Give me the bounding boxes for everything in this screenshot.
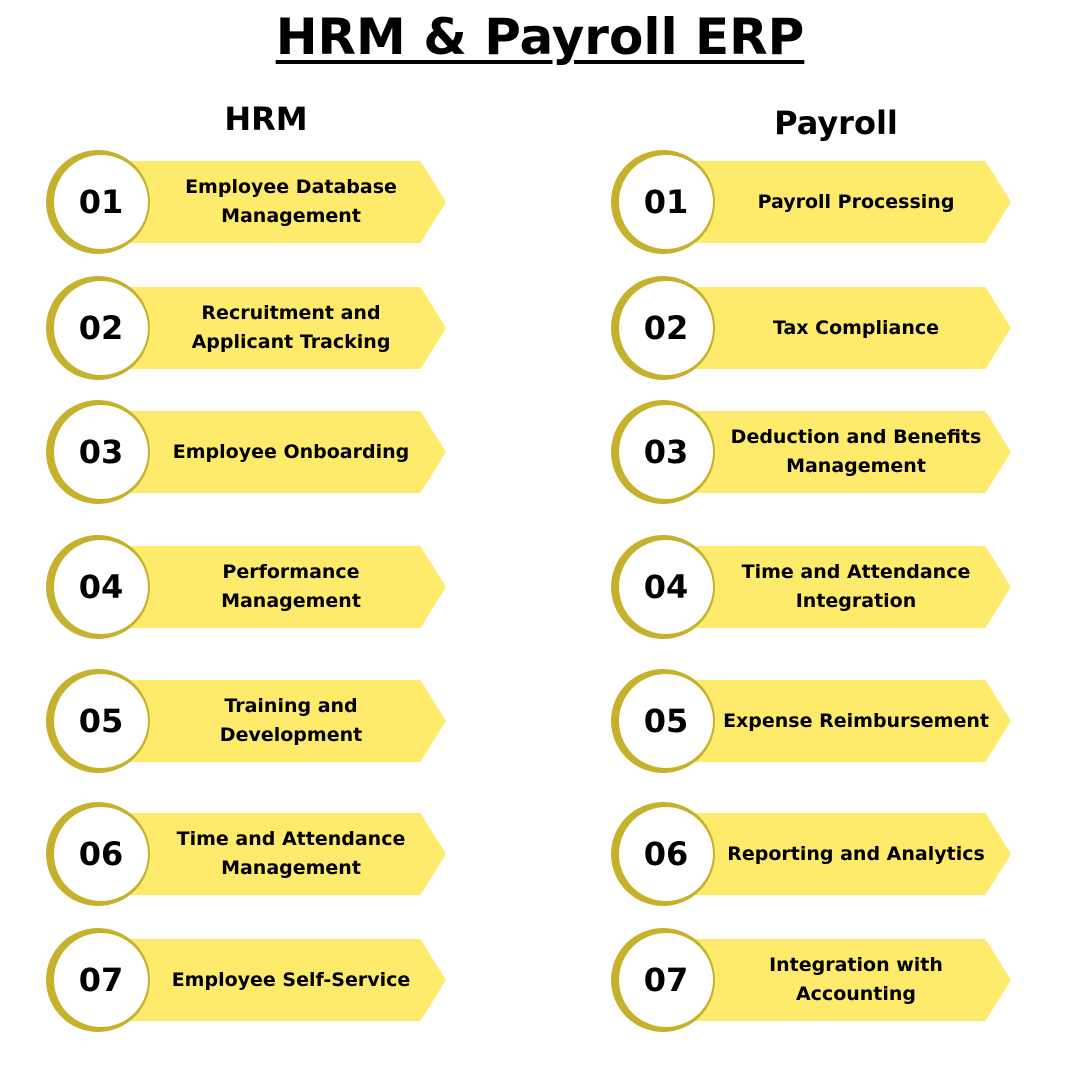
arrow-banner	[691, 813, 1011, 895]
payroll-item: 05 Expense Reimbursement	[611, 669, 1031, 779]
item-label: Employee Onboarding	[172, 440, 410, 463]
payroll-item: 07 Integration with Accounting	[611, 928, 1031, 1038]
item-label: Performance Management	[221, 561, 361, 612]
item-label: Time and Attendance Management	[176, 828, 406, 879]
title-text: HRM & Payroll ERP	[275, 8, 805, 66]
payroll-item: 02 Tax Compliance	[611, 276, 1031, 386]
number-badge: 07	[54, 933, 148, 1027]
number-badge: 07	[619, 933, 713, 1027]
hrm-item: 01 Employee Database Management	[46, 150, 466, 260]
payroll-item: 04 Time and Attendance Integration	[611, 535, 1031, 645]
item-label: Integration with Accounting	[769, 954, 943, 1005]
hrm-heading: HRM	[224, 100, 308, 138]
hrm-item: 06 Time and Attendance Management	[46, 802, 466, 912]
item-label: Recruitment and Applicant Tracking	[191, 302, 391, 353]
item-label: Expense Reimbursement	[723, 709, 989, 732]
hrm-item: 03 Employee Onboarding	[46, 400, 466, 510]
arrow-banner	[126, 546, 446, 628]
number-badge: 05	[54, 674, 148, 768]
hrm-item: 07 Employee Self-Service	[46, 928, 466, 1038]
payroll-item: 03 Deduction and Benefits Management	[611, 400, 1031, 510]
hrm-item: 02 Recruitment and Applicant Tracking	[46, 276, 466, 386]
arrow-banner	[126, 287, 446, 369]
hrm-item: 04 Performance Management	[46, 535, 466, 645]
arrow-banner	[691, 287, 1011, 369]
arrow-banner	[126, 939, 446, 1021]
item-label: Payroll Processing	[757, 190, 955, 213]
number-badge: 03	[54, 405, 148, 499]
arrow-banner	[691, 411, 1011, 493]
arrow-banner	[691, 546, 1011, 628]
number-badge: 06	[54, 807, 148, 901]
arrow-banner	[126, 680, 446, 762]
hrm-item: 05 Training and Development	[46, 669, 466, 779]
item-label: Training and Development	[219, 695, 363, 746]
number-badge: 02	[619, 281, 713, 375]
item-label: Employee Self-Service	[171, 968, 411, 991]
payroll-item: 01 Payroll Processing	[611, 150, 1031, 260]
number-badge: 06	[619, 807, 713, 901]
number-badge: 03	[619, 405, 713, 499]
page-title: HRM & Payroll ERP	[0, 8, 1080, 66]
item-label: Reporting and Analytics	[727, 842, 985, 865]
item-label: Deduction and Benefits Management	[730, 426, 982, 477]
number-badge: 01	[619, 155, 713, 249]
arrow-banner	[691, 161, 1011, 243]
arrow-banner	[126, 161, 446, 243]
number-badge: 01	[54, 155, 148, 249]
payroll-heading: Payroll	[774, 104, 898, 142]
arrow-banner	[691, 680, 1011, 762]
number-badge: 04	[54, 540, 148, 634]
item-label: Employee Database Management	[185, 176, 397, 227]
payroll-item: 06 Reporting and Analytics	[611, 802, 1031, 912]
number-badge: 05	[619, 674, 713, 768]
item-label: Tax Compliance	[772, 316, 940, 339]
arrow-banner	[126, 411, 446, 493]
item-label: Time and Attendance Integration	[741, 561, 971, 612]
arrow-banner	[126, 813, 446, 895]
number-badge: 02	[54, 281, 148, 375]
number-badge: 04	[619, 540, 713, 634]
arrow-banner	[691, 939, 1011, 1021]
